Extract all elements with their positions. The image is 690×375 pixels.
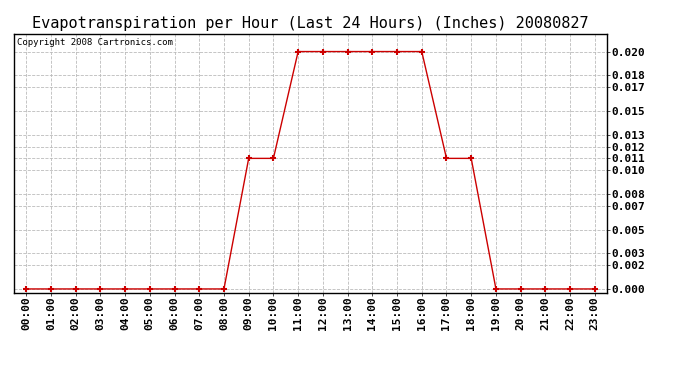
Title: Evapotranspiration per Hour (Last 24 Hours) (Inches) 20080827: Evapotranspiration per Hour (Last 24 Hou… bbox=[32, 16, 589, 31]
Text: Copyright 2008 Cartronics.com: Copyright 2008 Cartronics.com bbox=[17, 38, 172, 46]
